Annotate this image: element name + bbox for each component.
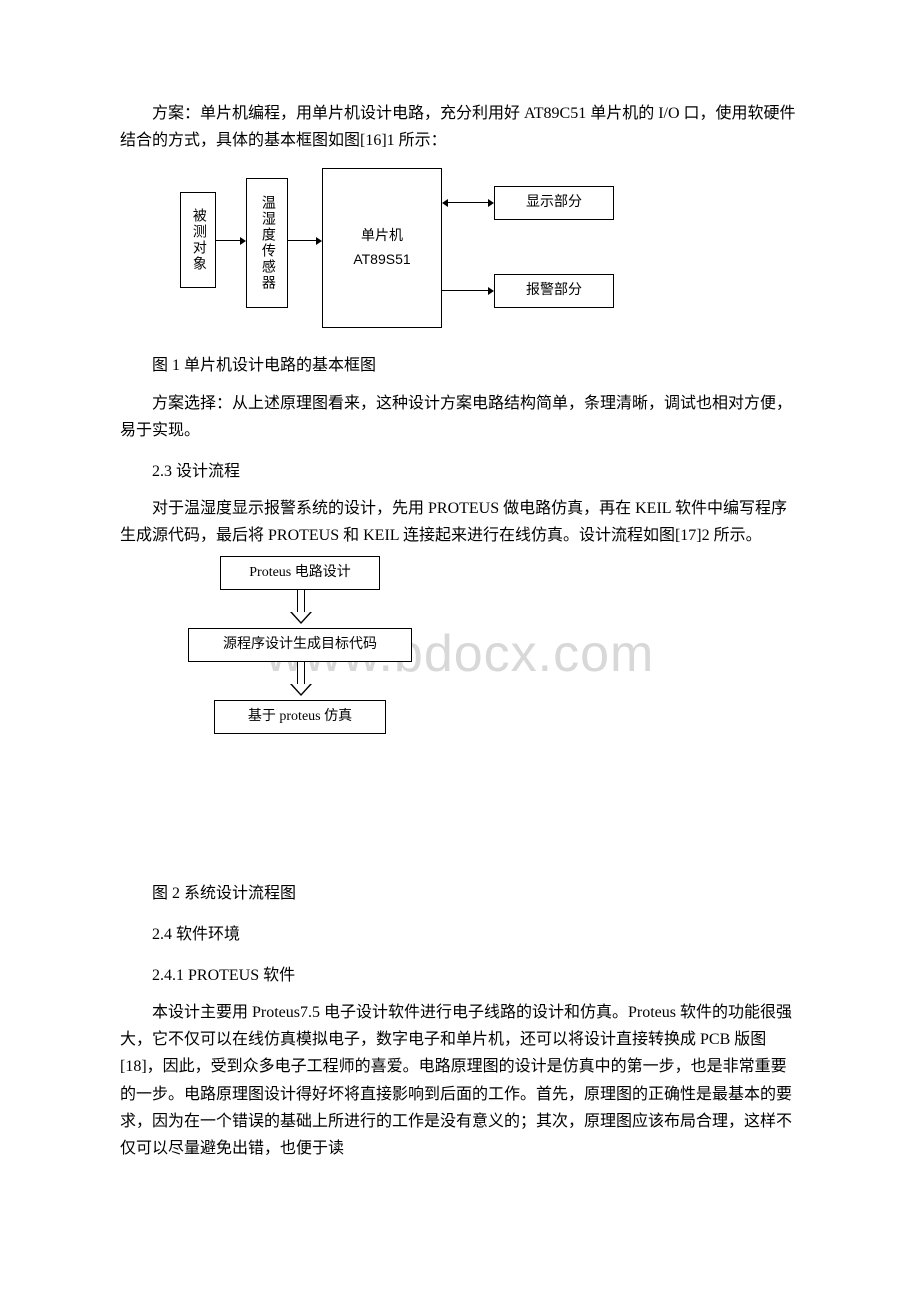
diagram-1-block-diagram: 被测对象 温湿度传感器 单片机 AT89S51 显示部分 [180,168,800,338]
paragraph-design-flow: 对于温湿度显示报警系统的设计，先用 PROTEUS 做电路仿真，再在 KEIL … [120,495,800,549]
diag1-box-mcu-l1: 单片机 [361,225,403,249]
paragraph-selection: 方案选择：从上述原理图看来，这种设计方案电路结构简单，条理清晰，调试也相对方便，… [120,390,800,444]
flow-step-2-label: 源程序设计生成目标代码 [223,633,377,657]
figure-2-caption: 图 2 系统设计流程图 [120,880,800,907]
diag1-box-display-label: 显示部分 [526,191,582,215]
diag1-arrow-3-5 [442,290,488,291]
flow-step-3: 基于 proteus 仿真 [214,700,386,734]
diag1-box-target: 被测对象 [180,192,216,288]
diag1-arrow-3-4 [448,202,488,203]
section-2-3: 2.3 设计流程 [120,458,800,485]
figure-1-caption: 图 1 单片机设计电路的基本框图 [120,352,800,379]
flow-step-1-label: Proteus 电路设计 [249,561,351,585]
diag1-arrow-2-3 [288,240,316,241]
section-2-4-1: 2.4.1 PROTEUS 软件 [120,962,800,989]
section-2-4: 2.4 软件环境 [120,921,800,948]
page-content: 方案：单片机编程，用单片机设计电路，充分利用好 AT89C51 单片机的 I/O… [120,100,800,1162]
diag1-box-sensor: 温湿度传感器 [246,178,288,308]
diagram-2-flowchart: Proteus 电路设计 源程序设计生成目标代码 基于 proteus 仿真 [180,556,800,796]
diag1-box-target-label: 被测对象 [186,208,210,272]
flow-step-1: Proteus 电路设计 [220,556,380,590]
paragraph-scheme: 方案：单片机编程，用单片机设计电路，充分利用好 AT89C51 单片机的 I/O… [120,100,800,154]
diag1-arrow-1-2 [216,240,240,241]
diag1-box-mcu-l2: AT89S51 [353,248,410,272]
flow-step-2: 源程序设计生成目标代码 [188,628,412,662]
diag1-box-mcu: 单片机 AT89S51 [322,168,442,328]
flow-step-3-label: 基于 proteus 仿真 [248,705,352,729]
diag1-box-sensor-label: 温湿度传感器 [255,195,279,291]
diag1-box-alarm-label: 报警部分 [526,279,582,303]
diag1-box-display: 显示部分 [494,186,614,220]
diag1-box-alarm: 报警部分 [494,274,614,308]
paragraph-proteus: 本设计主要用 Proteus7.5 电子设计软件进行电子线路的设计和仿真。Pro… [120,999,800,1162]
